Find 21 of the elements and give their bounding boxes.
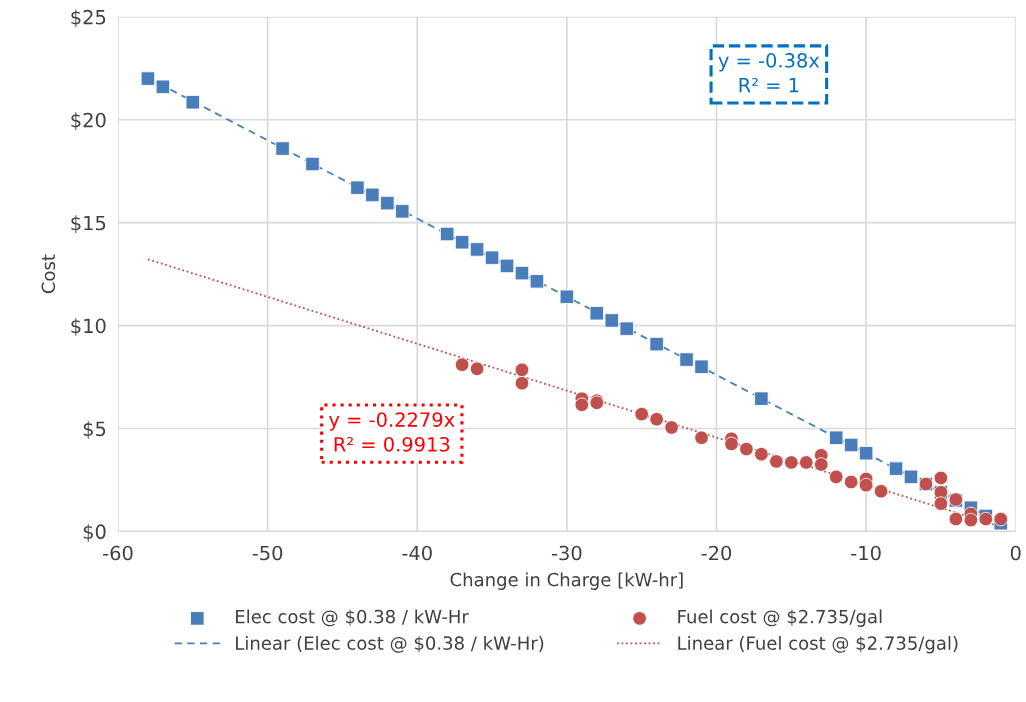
y-tick-label: $25: [71, 9, 106, 28]
annotation: y = -0.2279x R² = 0.9913: [329, 412, 455, 452]
legend-label: Fuel cost @ $2.735/gal: [678, 609, 882, 627]
legend-label: Linear (Fuel cost @ $2.735/gal): [678, 635, 958, 654]
x-tick-label: -50: [252, 545, 283, 561]
y-tick-label: $15: [71, 215, 106, 233]
x-axis-title: Change in Charge [kW-hr]: [450, 572, 683, 590]
x-tick-label: -20: [701, 545, 732, 561]
y-tick-label: $5: [83, 421, 106, 439]
x-tick-label: -10: [851, 545, 881, 561]
y-tick-label: $10: [71, 318, 106, 336]
x-tick-label: 0: [1010, 545, 1021, 561]
legend-label: Elec cost @ $0.38 / kW-Hr: [236, 609, 469, 627]
x-tick-label: -40: [402, 545, 432, 561]
x-tick-label: -30: [551, 545, 582, 561]
legend-label: Linear (Elec cost @ $0.38 / kW-Hr): [236, 635, 544, 653]
annotation: y = -0.38x R² = 1: [718, 53, 820, 93]
y-tick-label: $0: [83, 524, 106, 542]
y-tick-label: $20: [71, 112, 106, 131]
y-axis-title: Cost: [41, 254, 56, 294]
x-tick-label: -60: [103, 545, 133, 561]
